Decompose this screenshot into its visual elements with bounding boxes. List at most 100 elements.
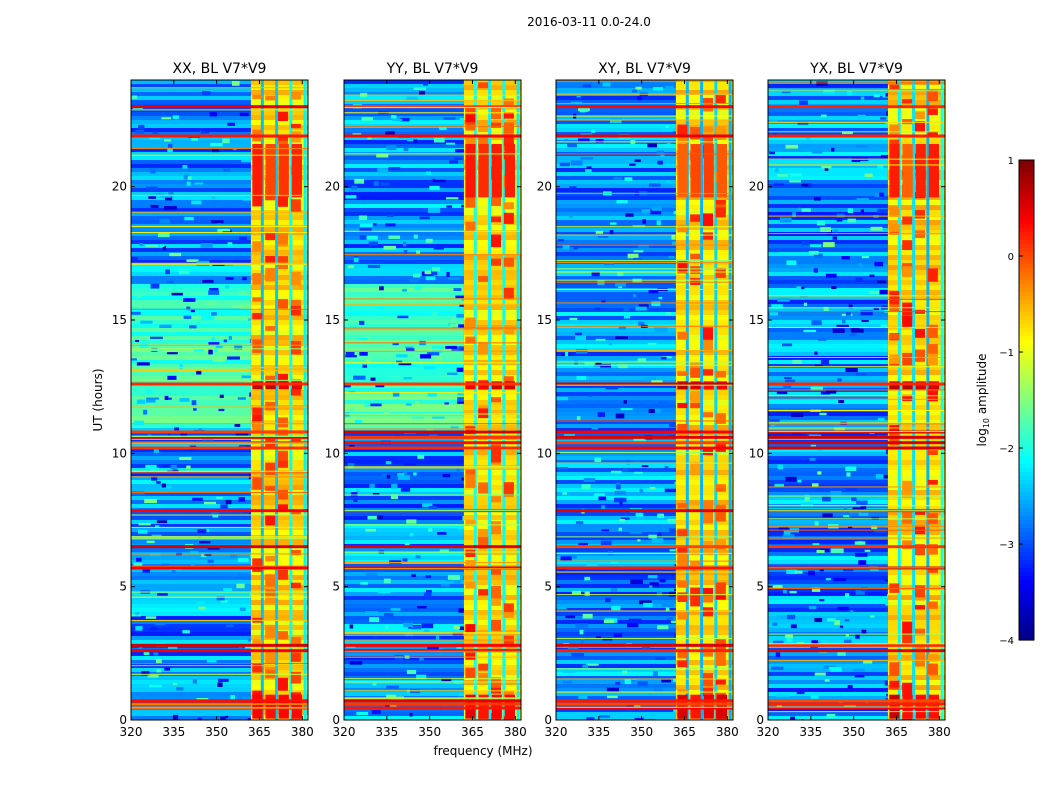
colorbar-segment <box>1019 556 1034 561</box>
colorbar-segment <box>1019 296 1034 301</box>
heatmap-panel: XY, BL V7*V9 320 335 350 365 380 0 5 10 15 20 <box>537 61 739 739</box>
colorbar-segment <box>1019 364 1034 369</box>
colorbar-segment <box>1019 200 1034 205</box>
colorbar-segment <box>1019 456 1034 461</box>
colorbar-segment <box>1019 276 1034 281</box>
colorbar-segment <box>1019 376 1034 381</box>
colorbar-segment <box>1019 612 1034 617</box>
y-tick-label: 10 <box>537 446 552 460</box>
colorbar-segment <box>1019 260 1034 265</box>
y-tick-label: 10 <box>112 446 127 460</box>
x-tick-label: 350 <box>205 725 228 739</box>
x-tick-label: 365 <box>885 725 908 739</box>
y-tick-label: 20 <box>325 180 340 194</box>
colorbar-segment <box>1019 228 1034 233</box>
colorbar-tick-label: −3 <box>999 540 1014 551</box>
colorbar-segment <box>1019 472 1034 477</box>
panel-title: XY, BL V7*V9 <box>598 61 691 77</box>
heatmap-panels: XX, BL V7*V9 320 335 350 365 380 0 5 10 15 20 UT (h… <box>91 61 951 758</box>
y-tick-label: 5 <box>756 580 764 594</box>
spectrogram-image <box>344 80 521 720</box>
axes-frame <box>555 79 734 721</box>
colorbar-segment <box>1019 560 1034 565</box>
colorbar-segment <box>1019 176 1034 181</box>
colorbar-segment <box>1019 528 1034 533</box>
colorbar-segment <box>1019 596 1034 601</box>
colorbar-segment <box>1019 616 1034 621</box>
y-tick-label: 5 <box>544 580 552 594</box>
colorbar-segment <box>1019 580 1034 585</box>
colorbar-segment <box>1019 288 1034 293</box>
x-tick-label: 365 <box>461 725 484 739</box>
panel-title: XX, BL V7*V9 <box>173 61 267 77</box>
colorbar-segment <box>1019 220 1034 225</box>
colorbar-segment <box>1019 304 1034 309</box>
colorbar-segment <box>1019 540 1034 545</box>
colorbar-segment <box>1019 568 1034 573</box>
colorbar-segment <box>1019 360 1034 365</box>
colorbar-segment <box>1019 244 1034 249</box>
colorbar-segment <box>1019 448 1034 453</box>
colorbar-segment <box>1019 292 1034 297</box>
heatmap-panel: YY, BL V7*V9 320 335 350 365 380 0 5 10 15 20 frequ… <box>325 61 533 758</box>
heatmap-panel: YX, BL V7*V9 320 335 350 365 380 0 5 10 15 20 <box>749 61 951 739</box>
colorbar-tick-label: −4 <box>999 636 1014 647</box>
colorbar-segment <box>1019 504 1034 509</box>
y-tick-label: 15 <box>537 313 552 327</box>
colorbar-segment <box>1019 248 1034 253</box>
x-tick-label: 335 <box>162 725 185 739</box>
colorbar-segment <box>1019 252 1034 257</box>
x-tick-label: 350 <box>418 725 441 739</box>
colorbar-segment <box>1019 432 1034 437</box>
colorbar-segment <box>1019 588 1034 593</box>
colorbar-segment <box>1019 160 1034 165</box>
colorbar-segment <box>1019 348 1034 353</box>
colorbar-segment <box>1019 312 1034 317</box>
colorbar-segment <box>1019 552 1034 557</box>
colorbar-segment <box>1019 408 1034 413</box>
colorbar-segment <box>1019 412 1034 417</box>
colorbar-segment <box>1019 424 1034 429</box>
axes-frame <box>343 79 522 721</box>
colorbar-segment <box>1019 344 1034 349</box>
colorbar-segment <box>1019 620 1034 625</box>
colorbar-segment <box>1019 524 1034 529</box>
colorbar-segment <box>1019 532 1034 537</box>
colorbar-segment <box>1019 500 1034 505</box>
colorbar-segment <box>1019 268 1034 273</box>
colorbar-segment <box>1019 308 1034 313</box>
colorbar-segment <box>1019 464 1034 469</box>
colorbar-segment <box>1019 484 1034 489</box>
y-tick-label: 20 <box>749 180 764 194</box>
x-tick-label: 335 <box>587 725 610 739</box>
colorbar-segment <box>1019 372 1034 377</box>
x-tick-label: 380 <box>716 725 739 739</box>
colorbar-segment <box>1019 404 1034 409</box>
colorbar-segment <box>1019 272 1034 277</box>
colorbar-segment <box>1019 204 1034 209</box>
colorbar-segment <box>1019 476 1034 481</box>
axes-frame <box>767 79 946 721</box>
colorbar-segment <box>1019 512 1034 517</box>
colorbar-segment <box>1019 388 1034 393</box>
y-tick-label: 15 <box>112 313 127 327</box>
axes-frame <box>130 79 309 721</box>
colorbar-segment <box>1019 240 1034 245</box>
y-tick-label: 0 <box>332 713 340 727</box>
colorbar-segment <box>1019 236 1034 241</box>
colorbar-segment <box>1019 188 1034 193</box>
y-tick-label: 5 <box>332 580 340 594</box>
colorbar-segment <box>1019 164 1034 169</box>
colorbar-segment <box>1019 480 1034 485</box>
colorbar-segment <box>1019 232 1034 237</box>
colorbar-segment <box>1019 384 1034 389</box>
colorbar-segment <box>1019 428 1034 433</box>
colorbar-segment <box>1019 392 1034 397</box>
panel-title: YY, BL V7*V9 <box>386 61 479 77</box>
colorbar-segment <box>1019 632 1034 637</box>
heatmap-panel: XX, BL V7*V9 320 335 350 365 380 0 5 10 15 20 UT (h… <box>91 61 314 739</box>
colorbar-segment <box>1019 396 1034 401</box>
colorbar-segment <box>1019 576 1034 581</box>
y-tick-label: 0 <box>544 713 552 727</box>
